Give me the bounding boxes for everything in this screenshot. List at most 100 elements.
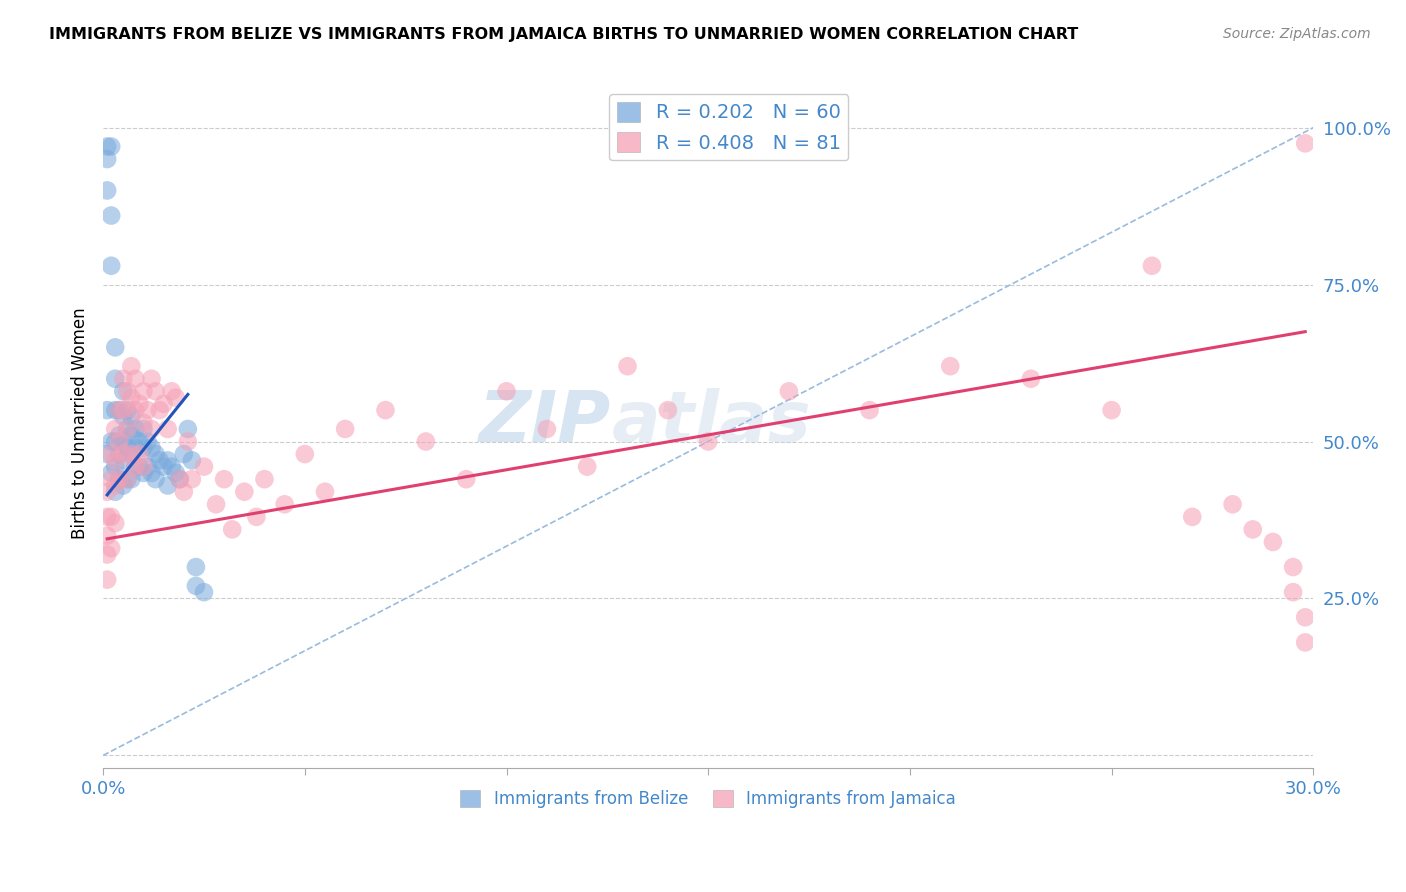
- Point: [165, 466, 187, 480]
- Point: [117, 422, 139, 436]
- Point: [1294, 136, 1316, 151]
- Point: [169, 472, 191, 486]
- Point: [169, 472, 191, 486]
- Point: [132, 422, 155, 436]
- Point: [1241, 523, 1264, 537]
- Point: [778, 384, 800, 399]
- Point: [145, 384, 167, 399]
- Point: [374, 403, 396, 417]
- Point: [100, 259, 122, 273]
- Point: [1294, 635, 1316, 649]
- Point: [108, 472, 131, 486]
- Point: [120, 447, 142, 461]
- Legend: Immigrants from Belize, Immigrants from Jamaica: Immigrants from Belize, Immigrants from …: [454, 783, 963, 815]
- Point: [233, 484, 256, 499]
- Point: [104, 453, 127, 467]
- Point: [104, 434, 127, 449]
- Point: [173, 447, 195, 461]
- Point: [136, 434, 159, 449]
- Point: [96, 548, 118, 562]
- Point: [117, 422, 139, 436]
- Point: [108, 472, 131, 486]
- Point: [160, 384, 183, 399]
- Point: [100, 466, 122, 480]
- Point: [136, 403, 159, 417]
- Point: [124, 459, 146, 474]
- Point: [128, 447, 150, 461]
- Point: [96, 509, 118, 524]
- Point: [124, 403, 146, 417]
- Point: [141, 372, 163, 386]
- Point: [132, 441, 155, 455]
- Point: [96, 484, 118, 499]
- Point: [112, 447, 135, 461]
- Point: [273, 497, 295, 511]
- Point: [104, 484, 127, 499]
- Point: [96, 447, 118, 461]
- Point: [104, 516, 127, 530]
- Point: [145, 472, 167, 486]
- Point: [100, 139, 122, 153]
- Point: [104, 459, 127, 474]
- Point: [221, 523, 243, 537]
- Point: [104, 478, 127, 492]
- Text: Source: ZipAtlas.com: Source: ZipAtlas.com: [1223, 27, 1371, 41]
- Point: [141, 466, 163, 480]
- Point: [152, 397, 174, 411]
- Point: [1019, 372, 1042, 386]
- Point: [120, 447, 142, 461]
- Point: [112, 434, 135, 449]
- Point: [145, 447, 167, 461]
- Point: [124, 372, 146, 386]
- Point: [177, 434, 200, 449]
- Point: [124, 422, 146, 436]
- Point: [117, 441, 139, 455]
- Point: [120, 359, 142, 374]
- Point: [165, 391, 187, 405]
- Point: [104, 340, 127, 354]
- Point: [104, 372, 127, 386]
- Point: [124, 441, 146, 455]
- Point: [205, 497, 228, 511]
- Point: [117, 403, 139, 417]
- Point: [1282, 585, 1305, 599]
- Point: [117, 472, 139, 486]
- Point: [108, 403, 131, 417]
- Point: [1261, 535, 1284, 549]
- Point: [112, 409, 135, 424]
- Point: [117, 384, 139, 399]
- Point: [180, 453, 202, 467]
- Point: [616, 359, 638, 374]
- Point: [152, 459, 174, 474]
- Point: [156, 453, 179, 467]
- Point: [212, 472, 235, 486]
- Point: [100, 434, 122, 449]
- Point: [112, 478, 135, 492]
- Point: [456, 472, 478, 486]
- Point: [858, 403, 880, 417]
- Point: [96, 403, 118, 417]
- Point: [104, 403, 127, 417]
- Point: [173, 484, 195, 499]
- Point: [96, 183, 118, 197]
- Point: [160, 459, 183, 474]
- Point: [104, 422, 127, 436]
- Point: [108, 447, 131, 461]
- Point: [120, 409, 142, 424]
- Point: [96, 529, 118, 543]
- Point: [314, 484, 336, 499]
- Point: [100, 541, 122, 556]
- Text: ZIP: ZIP: [479, 388, 612, 458]
- Point: [657, 403, 679, 417]
- Point: [576, 459, 599, 474]
- Point: [100, 209, 122, 223]
- Point: [96, 152, 118, 166]
- Point: [1282, 560, 1305, 574]
- Point: [132, 384, 155, 399]
- Point: [184, 560, 207, 574]
- Point: [193, 459, 215, 474]
- Point: [141, 441, 163, 455]
- Point: [1101, 403, 1123, 417]
- Point: [120, 472, 142, 486]
- Point: [1294, 610, 1316, 624]
